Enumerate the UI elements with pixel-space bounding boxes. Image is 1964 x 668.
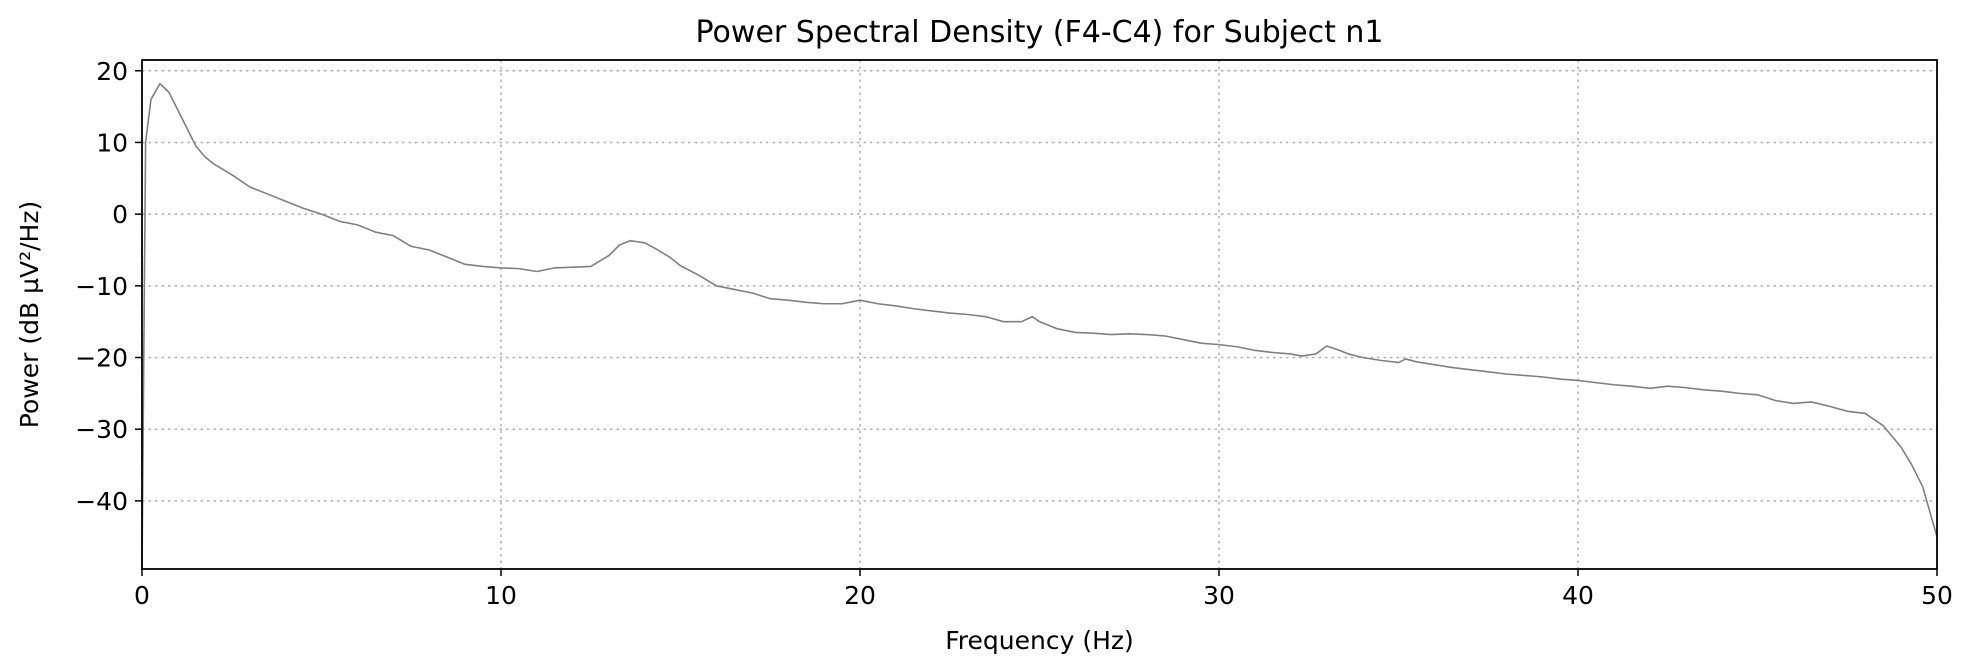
series-layer xyxy=(141,82,1938,570)
plot-area-frame xyxy=(141,59,1938,570)
psd-series-line xyxy=(141,82,1938,570)
y-tick-label: −40 xyxy=(75,487,128,516)
x-tick-label: 40 xyxy=(1562,581,1594,610)
x-tick-label: 50 xyxy=(1921,581,1953,610)
x-tick-label: 20 xyxy=(844,581,876,610)
y-axis-label: Power (dB µV²/Hz) xyxy=(15,201,44,428)
y-tick-label: 20 xyxy=(96,57,128,86)
y-tick-label: 0 xyxy=(112,200,128,229)
x-tick-label: 30 xyxy=(1203,581,1235,610)
y-tick-label: −20 xyxy=(75,344,128,373)
grid xyxy=(141,60,1938,569)
axis-ticks: 0 10 20 30 40 50 20 10 0 −10 −20 −30 −40 xyxy=(75,57,1953,610)
x-axis-label: Frequency (Hz) xyxy=(945,626,1134,655)
y-tick-label: −10 xyxy=(75,272,128,301)
y-tick-label: 10 xyxy=(96,128,128,157)
x-tick-label: 0 xyxy=(134,581,150,610)
x-tick-label: 10 xyxy=(485,581,517,610)
y-tick-label: −30 xyxy=(75,415,128,444)
chart-title: Power Spectral Density (F4-C4) for Subje… xyxy=(696,15,1384,50)
